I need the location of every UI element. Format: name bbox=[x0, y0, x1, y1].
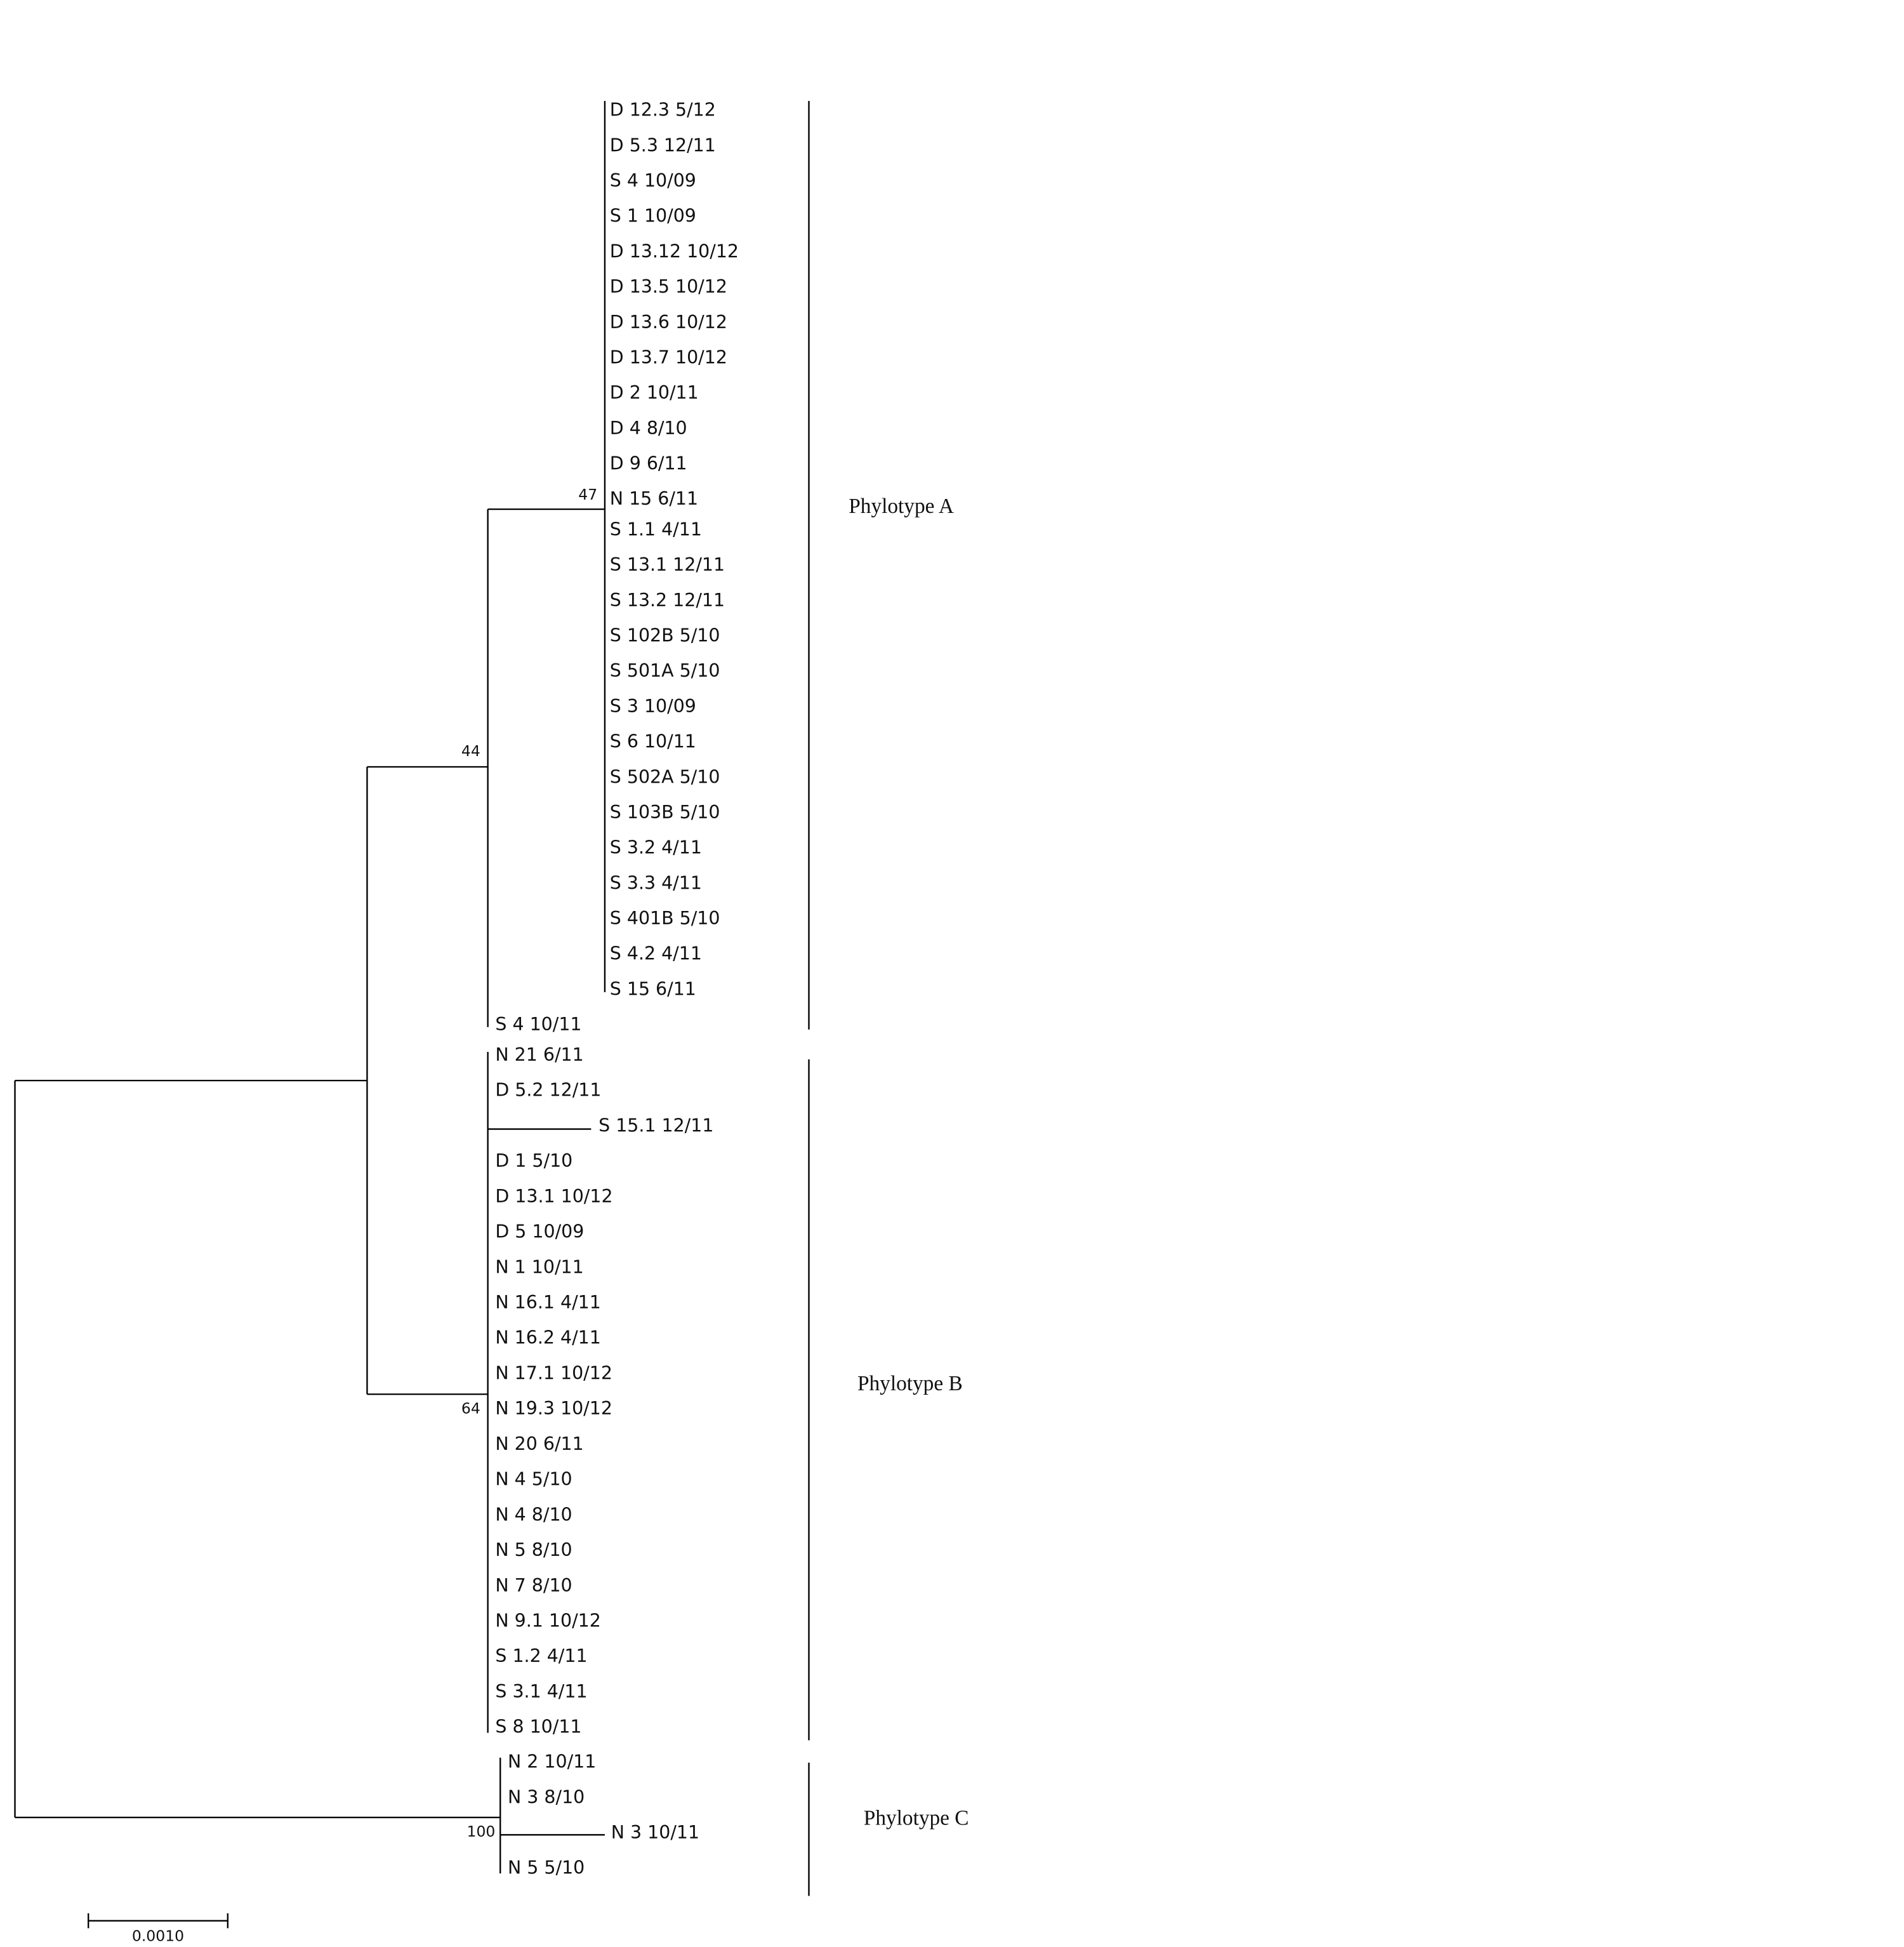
leaf-label: S 502A 5/10 bbox=[610, 766, 720, 787]
bootstrap-value: 47 bbox=[578, 486, 597, 503]
leaf-label: S 3 10/09 bbox=[610, 696, 696, 717]
leaf-label: D 5.3 12/11 bbox=[610, 135, 716, 156]
leaf-label: D 2 10/11 bbox=[610, 382, 699, 403]
leaf-label: D 1 5/10 bbox=[495, 1150, 572, 1171]
branches bbox=[14, 100, 810, 1929]
leaf-label: D 5.2 12/11 bbox=[495, 1080, 601, 1101]
leaf-label: D 4 8/10 bbox=[610, 418, 687, 439]
leaf-label: S 401B 5/10 bbox=[610, 908, 720, 929]
leaf-label: N 3 10/11 bbox=[611, 1822, 699, 1843]
bootstrap-value: 100 bbox=[467, 1823, 496, 1840]
leaf-label: S 102B 5/10 bbox=[610, 625, 720, 646]
leaf-label: N 5 8/10 bbox=[495, 1539, 572, 1560]
leaf-label: D 13.7 10/12 bbox=[610, 347, 727, 368]
leaf-label: N 16.2 4/11 bbox=[495, 1327, 600, 1348]
leaf-label: D 13.6 10/12 bbox=[610, 312, 727, 333]
leaf-label: D 13.5 10/12 bbox=[610, 276, 727, 297]
leaf-label: S 3.2 4/11 bbox=[610, 837, 702, 858]
leaf-label: S 3.1 4/11 bbox=[495, 1681, 587, 1702]
leaf-label: N 4 5/10 bbox=[495, 1469, 572, 1490]
bootstrap-value: 44 bbox=[461, 742, 480, 760]
leaf-label: D 13.12 10/12 bbox=[610, 241, 739, 262]
leaf-label: S 103B 5/10 bbox=[610, 802, 720, 823]
leaf-label: S 3.3 4/11 bbox=[610, 872, 702, 893]
leaf-label: N 4 8/10 bbox=[495, 1504, 572, 1525]
leaf-label: S 1 10/09 bbox=[610, 206, 696, 227]
scale-bar-label: 0.0010 bbox=[132, 1927, 184, 1945]
leaf-label: S 15 6/11 bbox=[610, 978, 696, 999]
leaf-label: N 20 6/11 bbox=[495, 1433, 583, 1454]
leaf-label: N 17.1 10/12 bbox=[495, 1362, 612, 1383]
leaf-label: S 8 10/11 bbox=[495, 1717, 581, 1738]
leaf-label: N 2 10/11 bbox=[508, 1751, 596, 1772]
leaf-label: N 9.1 10/12 bbox=[495, 1611, 600, 1631]
clade-label: Phylotype A bbox=[849, 495, 954, 518]
bootstrap-value: 64 bbox=[461, 1399, 480, 1417]
leaf-label: S 6 10/11 bbox=[610, 731, 696, 752]
leaf-label: S 13.1 12/11 bbox=[610, 554, 725, 575]
leaf-label: S 15.1 12/11 bbox=[598, 1115, 713, 1136]
leaf-label: S 4 10/09 bbox=[610, 170, 696, 191]
leaf-label: S 4 10/11 bbox=[495, 1014, 581, 1035]
leaf-label: N 3 8/10 bbox=[508, 1786, 585, 1807]
leaf-label: N 19.3 10/12 bbox=[495, 1398, 612, 1419]
leaf-label: D 5 10/09 bbox=[495, 1221, 584, 1242]
leaf-label: N 7 8/10 bbox=[495, 1575, 572, 1596]
leaf-label: N 21 6/11 bbox=[495, 1044, 583, 1065]
leaf-label: N 5 5/10 bbox=[508, 1857, 585, 1878]
leaf-label: S 13.2 12/11 bbox=[610, 590, 725, 611]
leaf-label: S 501A 5/10 bbox=[610, 660, 720, 681]
leaf-label: S 4.2 4/11 bbox=[610, 943, 702, 964]
leaf-label: S 1.2 4/11 bbox=[495, 1645, 587, 1666]
leaf-label: D 12.3 5/12 bbox=[610, 100, 716, 121]
leaf-label: D 13.1 10/12 bbox=[495, 1186, 612, 1207]
leaf-label: N 1 10/11 bbox=[495, 1256, 583, 1277]
leaf-label: N 16.1 4/11 bbox=[495, 1292, 600, 1313]
clade-label: Phylotype B bbox=[857, 1372, 963, 1395]
clade-label: Phylotype C bbox=[864, 1806, 969, 1830]
leaf-label: D 9 6/11 bbox=[610, 453, 687, 474]
leaf-label: N 15 6/11 bbox=[610, 488, 698, 509]
leaf-label: S 1.1 4/11 bbox=[610, 519, 702, 540]
